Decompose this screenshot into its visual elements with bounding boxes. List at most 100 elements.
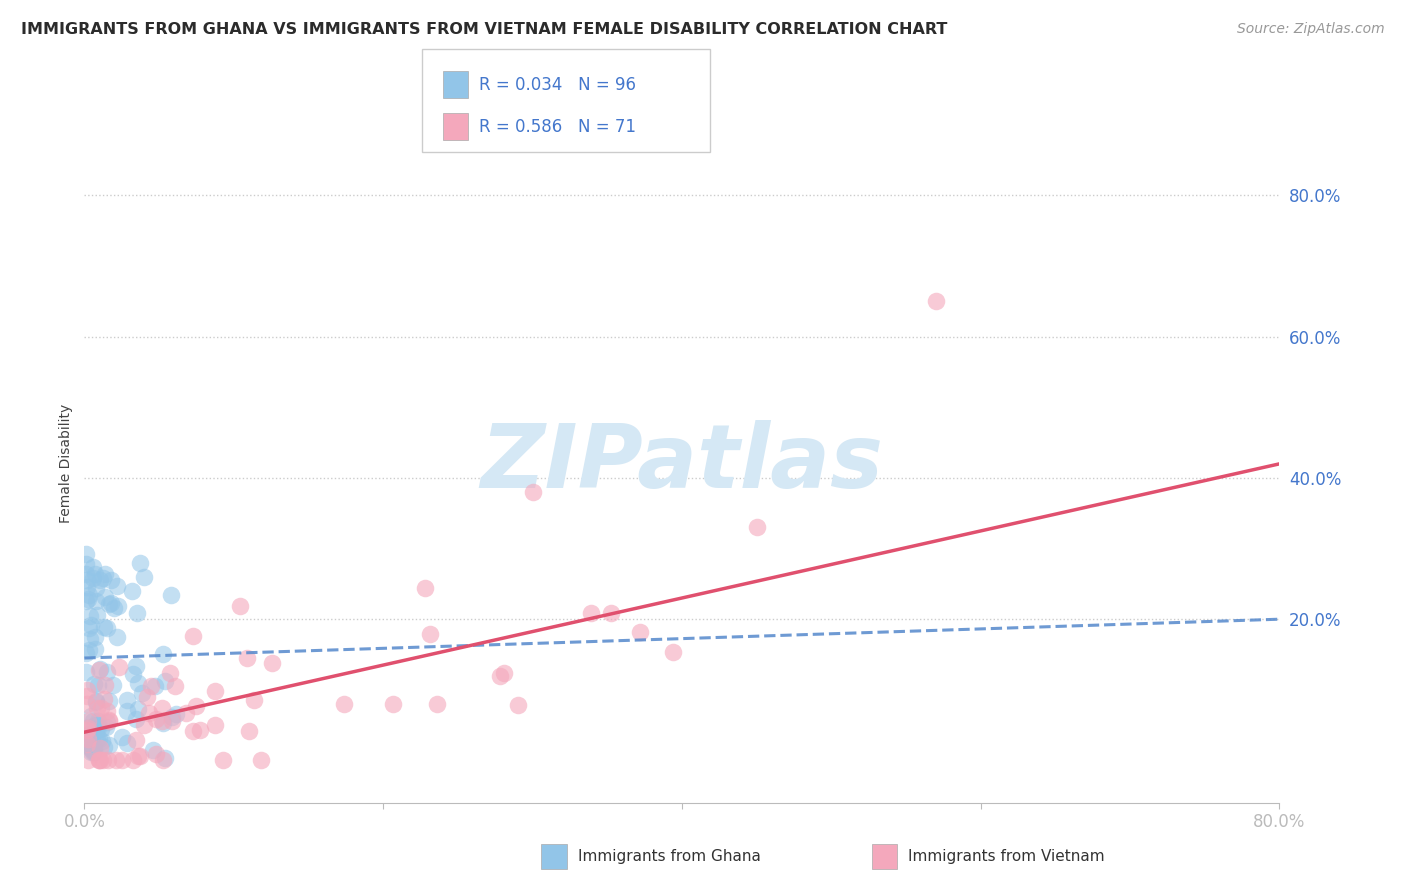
- Point: [76, 689, 98, 703]
- Point: [229, 599, 252, 613]
- Point: [181, 723, 204, 738]
- Point: [238, 724, 260, 739]
- Point: [76, 721, 98, 735]
- Point: [83, 745, 105, 759]
- Point: [152, 753, 174, 767]
- Point: [94, 720, 117, 734]
- Point: [262, 656, 284, 670]
- Point: [96, 714, 118, 729]
- Point: [121, 753, 143, 767]
- Point: [419, 627, 441, 641]
- Point: [242, 692, 264, 706]
- Point: [84, 566, 107, 581]
- Point: [94, 567, 117, 582]
- Point: [84, 694, 107, 708]
- Point: [579, 606, 602, 620]
- Point: [77, 643, 100, 657]
- Point: [211, 753, 233, 767]
- Point: [153, 751, 176, 765]
- Point: [100, 573, 122, 587]
- Point: [75, 738, 97, 752]
- Point: [122, 666, 145, 681]
- Point: [76, 573, 98, 587]
- Point: [76, 580, 98, 594]
- Point: [89, 753, 111, 767]
- Point: [160, 589, 183, 603]
- Point: [86, 607, 108, 622]
- Point: [86, 714, 108, 728]
- Point: [77, 621, 100, 635]
- Point: [127, 749, 149, 764]
- Point: [87, 663, 110, 677]
- Point: [84, 695, 107, 709]
- Point: [522, 485, 544, 500]
- Point: [91, 734, 114, 748]
- Point: [77, 727, 100, 741]
- Point: [134, 570, 156, 584]
- Point: [84, 641, 107, 656]
- Point: [508, 698, 530, 712]
- Point: [79, 632, 101, 646]
- Point: [135, 690, 157, 704]
- Point: [125, 659, 148, 673]
- Point: [80, 618, 103, 632]
- Point: [181, 629, 204, 643]
- Point: [82, 571, 104, 585]
- Point: [80, 741, 103, 756]
- Point: [125, 733, 148, 747]
- Point: [204, 684, 226, 698]
- Point: [83, 739, 105, 754]
- Point: [86, 732, 108, 747]
- Point: [86, 721, 108, 735]
- Point: [98, 713, 121, 727]
- Point: [129, 749, 152, 764]
- Point: [160, 709, 183, 723]
- Point: [75, 646, 97, 660]
- Point: [150, 701, 173, 715]
- Point: [96, 705, 118, 719]
- Point: [105, 579, 128, 593]
- Point: [96, 621, 118, 635]
- Point: [82, 714, 104, 728]
- Point: [142, 743, 165, 757]
- Point: [89, 741, 111, 756]
- Point: [153, 674, 176, 689]
- Point: [96, 665, 118, 679]
- Point: [91, 753, 114, 767]
- Point: [90, 722, 112, 736]
- Point: [83, 718, 105, 732]
- Point: [84, 631, 107, 645]
- Point: [87, 732, 110, 747]
- Point: [125, 712, 148, 726]
- Point: [127, 676, 149, 690]
- Point: [117, 736, 139, 750]
- Point: [93, 739, 115, 754]
- Text: Immigrants from Ghana: Immigrants from Ghana: [578, 849, 761, 863]
- Point: [165, 679, 187, 693]
- Point: [662, 645, 685, 659]
- Point: [101, 677, 124, 691]
- Point: [75, 547, 97, 561]
- Point: [83, 677, 105, 691]
- Point: [96, 753, 118, 767]
- Point: [80, 708, 103, 723]
- Point: [152, 714, 174, 729]
- Point: [89, 573, 111, 587]
- Point: [145, 713, 167, 727]
- Point: [143, 679, 166, 693]
- Point: [111, 730, 134, 744]
- Point: [82, 745, 104, 759]
- Point: [77, 731, 100, 746]
- Point: [174, 706, 197, 720]
- Point: [93, 590, 115, 604]
- Point: [628, 625, 651, 640]
- Point: [93, 619, 115, 633]
- Text: ZIPatlas: ZIPatlas: [481, 420, 883, 508]
- Point: [75, 557, 97, 571]
- Point: [381, 698, 404, 712]
- Point: [152, 647, 174, 661]
- Text: Immigrants from Vietnam: Immigrants from Vietnam: [908, 849, 1105, 863]
- Point: [77, 588, 100, 602]
- Point: [492, 665, 515, 680]
- Point: [77, 592, 100, 607]
